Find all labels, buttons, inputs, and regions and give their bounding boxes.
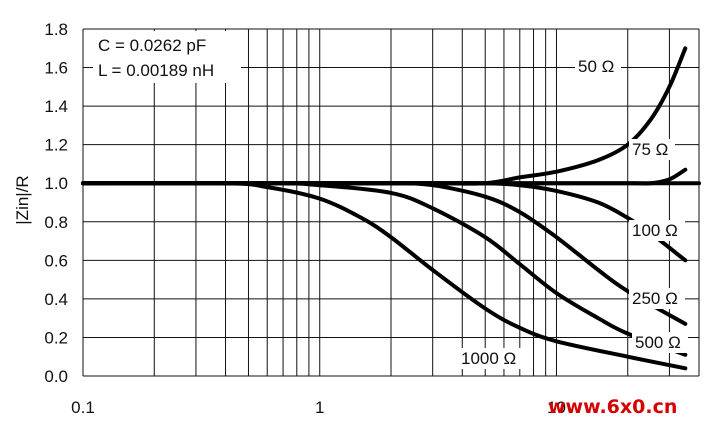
y-tick-label: 0.4 [44,290,68,309]
series-label: 50 Ω [578,57,614,76]
y-tick-label: 0.0 [44,367,68,386]
x-tick-label: 0.1 [71,398,95,417]
x-tick-label: 1 [315,398,324,417]
y-tick-label: 0.2 [44,328,68,347]
y-tick-label: 1.6 [44,59,68,78]
y-axis-label: |Zin|/R [13,175,32,224]
params-annotation: C = 0.0262 pF L = 0.00189 nH [93,31,241,83]
annotation-inductance: L = 0.00189 nH [98,61,214,80]
watermark: www.6x0.cn [548,396,677,418]
ticks: 1.8 1.6 1.4 1.2 1.0 0.8 0.6 0.4 0.2 0.00.1 1 10 [44,20,566,417]
series-label-background [629,220,685,241]
y-tick-label: 0.8 [44,213,68,232]
y-tick-label: 1.2 [44,136,68,155]
y-tick-label: 0.6 [44,251,68,270]
y-tick-label: 1.4 [44,97,68,116]
series-label-background [575,56,621,77]
series-line [81,181,688,326]
series-label: 250 Ω [632,289,678,308]
series-label-background [629,288,685,309]
y-tick-label: 1.8 [44,20,68,39]
annotation-capacitance: C = 0.0262 pF [98,36,206,55]
series-label: 500 Ω [635,333,681,352]
y-tick-label: 1.0 [44,174,68,193]
annotation-background [93,31,241,83]
series-label: 100 Ω [632,221,678,240]
x-tick-label: 10 [547,398,566,417]
series-label-background [629,139,675,160]
series-labels: 50 Ω 75 Ω 100 Ω 250 Ω 500 Ω 1000 Ω [458,56,688,369]
series-label: 75 Ω [632,140,668,159]
series-label-background [458,348,524,369]
series-line [81,180,688,371]
series-group [81,46,701,371]
series-label-background [632,332,688,353]
series-label: 1000 Ω [461,349,516,368]
